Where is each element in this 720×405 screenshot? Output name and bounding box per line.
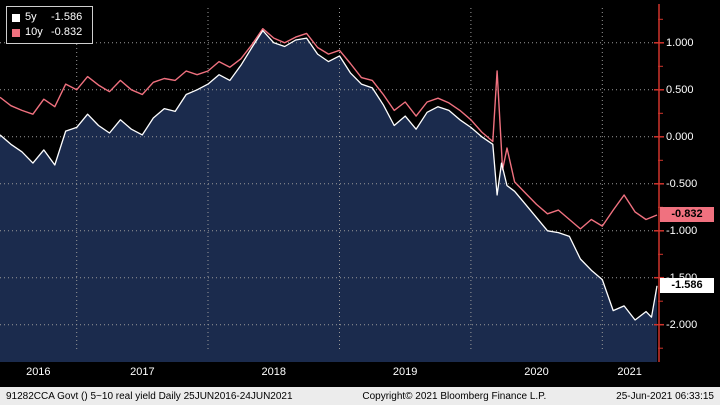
- legend-swatch-10y-icon: [12, 28, 20, 37]
- y-axis-tick-label: 0.000: [666, 130, 694, 143]
- copyright-text: Copyright© 2021 Bloomberg Finance L.P.: [362, 390, 547, 402]
- legend-label-10y: 10y: [25, 26, 43, 38]
- y-axis-tick-label: -1.500: [666, 271, 698, 284]
- x-axis-year-label: 2018: [261, 366, 286, 378]
- x-axis-year-label: 2020: [524, 366, 549, 378]
- y-axis-tick-label: 0.500: [666, 83, 694, 96]
- footer-bar: 91282CCA Govt () 5~10 real yield Daily 2…: [0, 387, 720, 405]
- x-axis: 2016 2017 2018 2019 2020 2021: [0, 366, 660, 380]
- x-axis-year-label: 2019: [392, 366, 418, 378]
- x-axis-year-label: 2017: [130, 366, 155, 378]
- timestamp-text: 25-Jun-2021 06:33:15: [616, 390, 714, 402]
- legend-item-5y: 5y -1.586: [12, 10, 82, 25]
- x-axis-year-label: 2021: [617, 366, 642, 378]
- x-axis-year-label: 2016: [26, 366, 51, 378]
- legend-swatch-5y-icon: [12, 13, 20, 22]
- security-title: 91282CCA Govt () 5~10 real yield Daily 2…: [6, 390, 293, 402]
- legend-item-10y: 10y -0.832: [12, 25, 82, 40]
- y-axis-tick-label: -2.000: [666, 318, 698, 331]
- y-axis: 1.000 0.500 0.000 -0.500 -1.000 -1.500 -2.000: [666, 0, 720, 405]
- y-axis-tick-label: -0.500: [666, 177, 698, 190]
- legend-value-5y: -1.586: [51, 11, 83, 23]
- legend-value-10y: -0.832: [51, 26, 83, 38]
- y-axis-tick-label: -1.000: [666, 224, 698, 237]
- y-axis-tick-label: 1.000: [666, 36, 694, 49]
- legend-label-5y: 5y: [25, 11, 37, 23]
- legend: 5y -1.586 10y -0.832: [6, 6, 94, 44]
